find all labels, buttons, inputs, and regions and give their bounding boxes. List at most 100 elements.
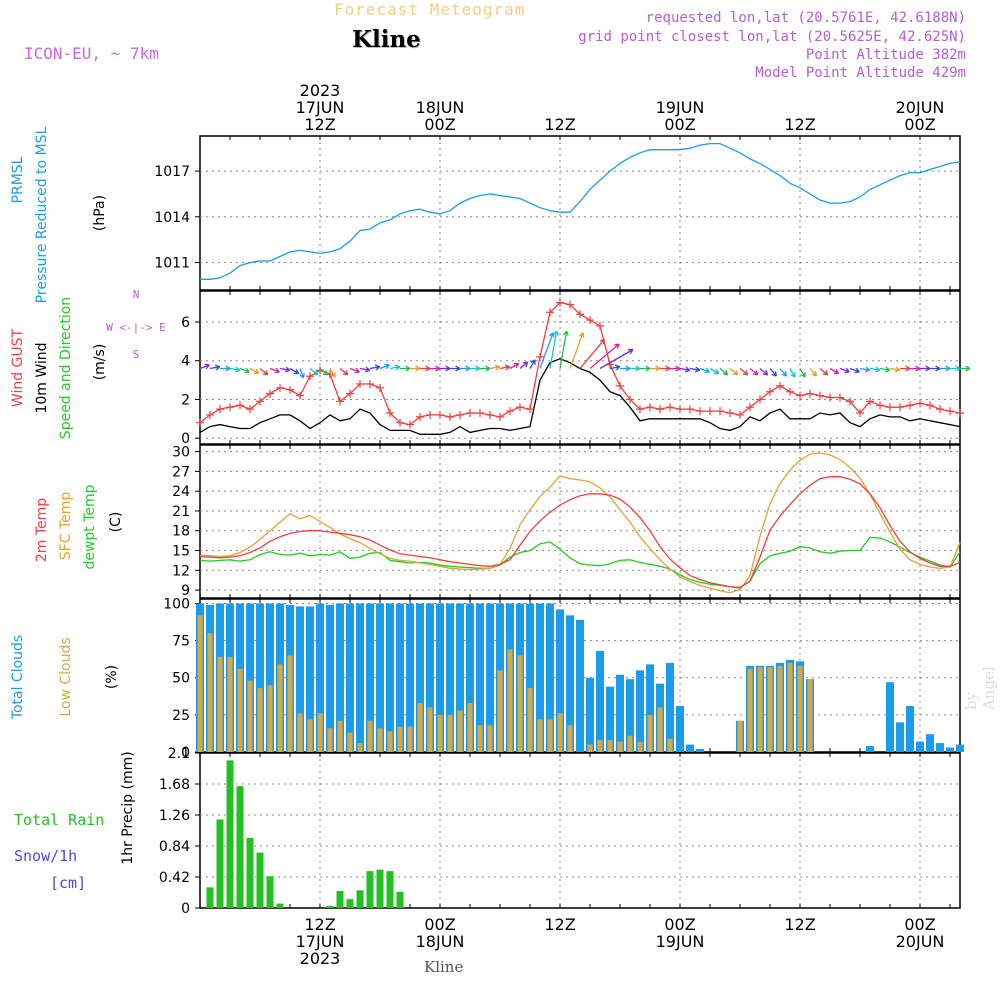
wind-gust-marker bbox=[586, 316, 594, 325]
wind-direction-arrow bbox=[579, 338, 606, 369]
wind-gust-marker bbox=[536, 352, 544, 361]
wind-direction-arrow bbox=[940, 365, 951, 372]
wind-gust-marker bbox=[436, 410, 444, 419]
wind-direction-arrow bbox=[630, 365, 641, 372]
low-clouds-bar bbox=[367, 720, 373, 752]
wind-direction-arrow bbox=[229, 366, 241, 373]
total-clouds-bar bbox=[676, 705, 684, 752]
time-label-top: 12Z bbox=[784, 115, 815, 134]
low-clouds-bar bbox=[467, 702, 473, 752]
wind-gust-marker bbox=[446, 412, 454, 421]
wind-direction-arrow bbox=[209, 364, 221, 371]
total-clouds-label: Total Clouds bbox=[10, 635, 26, 720]
wind-gust-marker bbox=[626, 395, 634, 404]
ytick-label: 21 bbox=[172, 504, 190, 520]
low-clouds-bar bbox=[227, 656, 233, 752]
wind-gust-marker bbox=[276, 383, 284, 392]
wind-direction-arrow bbox=[259, 368, 269, 376]
ytick-label: 1.26 bbox=[159, 808, 190, 824]
low-clouds-bar bbox=[297, 713, 303, 752]
time-label-bottom: 2023 bbox=[300, 949, 341, 968]
wind-direction-arrow bbox=[650, 365, 661, 372]
total-clouds-bar bbox=[586, 677, 594, 752]
wind-gust-marker bbox=[706, 407, 714, 416]
total-clouds-bar bbox=[346, 603, 354, 752]
low-clouds-bar bbox=[557, 713, 563, 752]
low-clouds-bar bbox=[287, 655, 293, 752]
pressure-unit-label: (hPa) bbox=[92, 195, 108, 231]
snow-unit-label: [cm] bbox=[50, 874, 86, 892]
total-clouds-bar bbox=[456, 603, 464, 752]
wind-gust-label: Wind GUST bbox=[10, 328, 26, 407]
ytick-label: 1014 bbox=[154, 210, 190, 226]
low-clouds-bar bbox=[267, 685, 273, 752]
wind-direction-arrow bbox=[960, 365, 971, 372]
wind-gust-marker bbox=[746, 403, 754, 412]
low-clouds-bar bbox=[197, 615, 203, 752]
total-clouds-bar bbox=[946, 747, 954, 752]
wind-gust-marker bbox=[546, 308, 554, 317]
low-clouds-bar bbox=[767, 667, 773, 752]
sfc-temp-label: SFC Temp bbox=[58, 492, 74, 561]
wind-gust-marker bbox=[306, 372, 314, 381]
time-label-bottom: 12Z bbox=[784, 915, 815, 934]
wind-direction-arrow bbox=[819, 368, 829, 376]
model-point-altitude: Model Point Altitude 429m bbox=[755, 65, 966, 81]
wind-gust-marker bbox=[296, 391, 304, 400]
wind-gust-marker bbox=[886, 403, 894, 412]
wind-gust-marker bbox=[866, 397, 874, 406]
wind-gust-marker bbox=[666, 403, 674, 412]
wind-direction-arrow bbox=[709, 367, 720, 375]
time-label-bottom: 00Z bbox=[424, 915, 455, 934]
low-clouds-bar bbox=[667, 738, 673, 752]
low-clouds-bar bbox=[397, 726, 403, 752]
pressure-label-2: Pressure Reduced to MSL bbox=[34, 126, 50, 303]
time-label-top: 00Z bbox=[664, 115, 695, 134]
total-clouds-bar bbox=[296, 606, 304, 752]
total-clouds-bar bbox=[916, 741, 924, 752]
wind-direction-arrow bbox=[930, 365, 941, 372]
low-clouds-bar bbox=[457, 710, 463, 752]
total-clouds-bar bbox=[906, 705, 914, 752]
wind-direction-arrow bbox=[329, 368, 336, 378]
wind-gust-marker bbox=[216, 405, 224, 414]
time-label-bottom: 18JUN bbox=[416, 932, 465, 951]
wind-gust-marker bbox=[556, 298, 564, 307]
wind-direction-arrow bbox=[569, 332, 585, 369]
total-clouds-bar bbox=[686, 744, 694, 752]
requested-coords: requested lon,lat (20.5761E, 42.6188N) bbox=[645, 10, 966, 26]
wind-direction-arrow bbox=[440, 365, 451, 372]
total-clouds-bar bbox=[436, 603, 444, 752]
low-clouds-bar bbox=[497, 670, 503, 752]
pressure-line bbox=[200, 142, 961, 280]
temp-2m-label: 2m Temp bbox=[34, 498, 50, 562]
low-clouds-bar bbox=[347, 732, 353, 752]
wind-gust-marker bbox=[516, 403, 524, 412]
ytick-label: 9 bbox=[181, 583, 190, 599]
total-clouds-bar bbox=[626, 679, 634, 752]
wind-gust-marker bbox=[636, 405, 644, 414]
wind-direction-arrow bbox=[249, 367, 260, 375]
total-clouds-bar bbox=[536, 603, 544, 752]
total-clouds-bar bbox=[646, 664, 654, 752]
wind-gust-marker bbox=[796, 391, 804, 400]
wind-gust-marker bbox=[696, 407, 704, 416]
ytick-label: 27 bbox=[172, 464, 190, 480]
wind-direction-arrow bbox=[779, 368, 788, 377]
wind-direction-arrow bbox=[289, 367, 300, 375]
total-clouds-bar bbox=[696, 749, 704, 752]
wind-direction-arrow bbox=[239, 367, 250, 374]
snow-label: Snow/1h bbox=[14, 847, 77, 865]
wind-gust-marker bbox=[566, 300, 574, 309]
wind-direction-arrow bbox=[599, 348, 634, 370]
total-clouds-bar bbox=[566, 615, 574, 752]
wind-direction-arrow bbox=[769, 368, 778, 377]
wind-direction-arrow bbox=[379, 363, 390, 370]
ytick-label: 2.1 bbox=[168, 746, 190, 762]
low-clouds-bar bbox=[387, 731, 393, 752]
wind-direction-arrow bbox=[559, 330, 569, 369]
total-clouds-bar bbox=[266, 603, 274, 752]
time-label-top: 19JUN bbox=[656, 98, 705, 117]
wind-gust-marker bbox=[946, 407, 954, 416]
wind-gust-marker bbox=[716, 407, 724, 416]
